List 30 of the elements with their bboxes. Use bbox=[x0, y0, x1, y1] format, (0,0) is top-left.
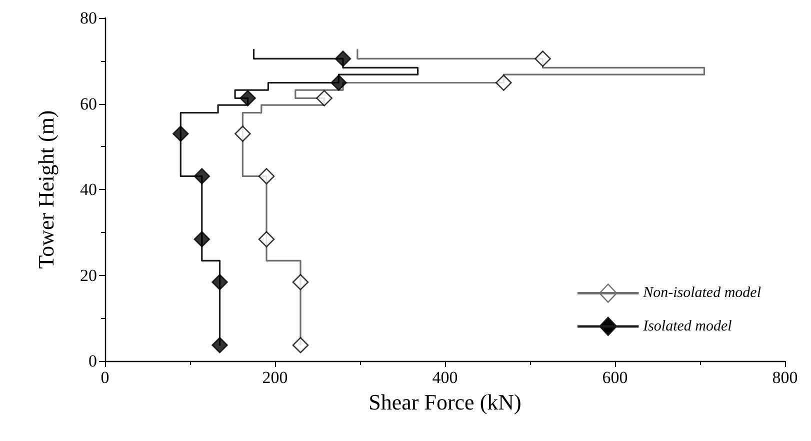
legend-label: Non-isolated model bbox=[642, 285, 761, 302]
point bbox=[258, 168, 275, 184]
point bbox=[194, 231, 210, 248]
point bbox=[292, 336, 309, 354]
point bbox=[316, 90, 332, 106]
y-tick-label: 20 bbox=[80, 266, 97, 285]
point bbox=[212, 274, 228, 290]
x-tick-label: 600 bbox=[602, 368, 628, 387]
point bbox=[194, 168, 210, 184]
y-tick-label: 0 bbox=[88, 352, 97, 370]
point bbox=[212, 336, 228, 354]
y-tick-label: 40 bbox=[80, 180, 97, 199]
point bbox=[240, 90, 256, 106]
point bbox=[172, 126, 189, 142]
x-tick-label: 0 bbox=[100, 368, 110, 387]
point bbox=[334, 50, 352, 67]
point bbox=[258, 231, 275, 248]
x-tick-label: 800 bbox=[772, 368, 798, 387]
x-tick-label: 400 bbox=[432, 368, 458, 387]
x-tick-label: 200 bbox=[262, 368, 288, 387]
point bbox=[292, 274, 309, 290]
point bbox=[534, 50, 551, 67]
point bbox=[330, 74, 347, 91]
x-axis-title: Shear Force (kN) bbox=[368, 389, 522, 414]
legend-label: Isolated model bbox=[642, 318, 732, 334]
y-tick-label: 80 bbox=[80, 8, 97, 28]
y-tick-label: 60 bbox=[80, 94, 97, 114]
point bbox=[234, 126, 251, 142]
point bbox=[496, 74, 512, 91]
y-axis-title: Tower Height (m) bbox=[34, 110, 58, 269]
